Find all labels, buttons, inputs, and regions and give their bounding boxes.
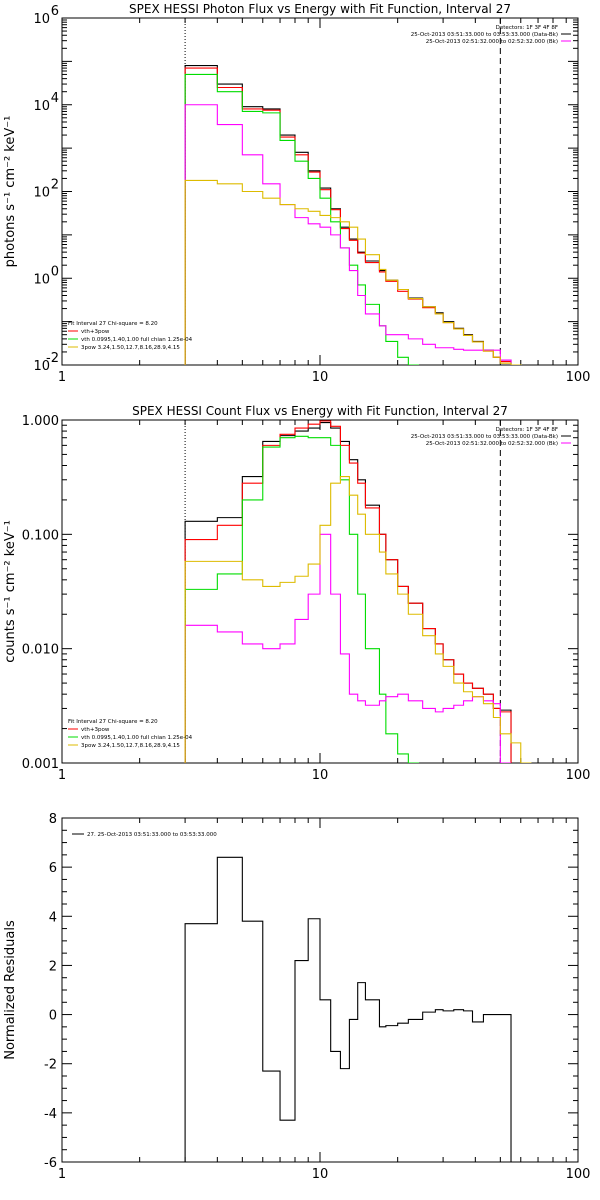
y-tick-label: 0.001 <box>22 757 59 772</box>
plot-title: SPEX HESSI Photon Flux vs Energy with Fi… <box>129 2 511 16</box>
legend-topright-text: 25-Oct-2013 02:51:32.000 to 02:52:32.000… <box>426 441 558 447</box>
legend-topright-text: Detectors: 1F 3F 4F 8F <box>496 427 558 433</box>
x-tick-label: 1 <box>58 370 66 385</box>
y-tick-label: 0.010 <box>22 643 59 658</box>
legend-topright-text: 25-Oct-2013 02:51:32.000 to 02:52:32.000… <box>426 39 558 45</box>
y-tick-label: 10 <box>33 186 50 201</box>
x-tick-label: 10 <box>312 370 329 385</box>
y-tick-exponent: 2 <box>51 178 59 193</box>
y-tick-label: 6 <box>49 861 57 876</box>
series-3-line <box>184 104 512 365</box>
series-2-line <box>184 73 420 365</box>
legend-topright-text: 25-Oct-2013 03:51:33.000 to 03:53:33.000… <box>411 32 558 38</box>
y-tick-label: 4 <box>49 910 57 925</box>
legend-text: 3pow 3.24,1.50,12.7,8.16,28.9,4.15 <box>81 743 180 749</box>
y-tick-label: 10 <box>33 272 50 287</box>
y-axis-label: Normalized Residuals <box>3 920 18 1060</box>
legend-text: vth 0.0995,1.40,1.00 full chian 1.25e-04 <box>81 337 193 343</box>
series-0-line <box>184 421 512 763</box>
x-tick-label: 100 <box>566 370 591 385</box>
y-tick-label: -6 <box>44 1156 57 1171</box>
series-4-line <box>184 476 532 763</box>
series-3-line <box>184 533 512 763</box>
legend-topright-text: Detectors: 1F 3F 4F 8F <box>496 25 558 31</box>
y-tick-label: 8 <box>49 812 57 827</box>
y-tick-label: 1.000 <box>22 414 59 429</box>
y-tick-label: 10 <box>33 99 50 114</box>
y-tick-label: -4 <box>44 1107 57 1122</box>
legend-text: 3pow 3.24,1.50,12.7,8.16,28.9,4.15 <box>81 345 180 351</box>
y-tick-exponent: -2 <box>46 351 59 366</box>
y-tick-label: 2 <box>49 959 57 974</box>
y-tick-exponent: 4 <box>51 91 59 106</box>
y-tick-label: 0.100 <box>22 528 59 543</box>
y-tick-label: -2 <box>44 1058 57 1073</box>
series-0-line <box>184 65 512 365</box>
y-tick-exponent: 0 <box>51 264 59 279</box>
plot-title: SPEX HESSI Count Flux vs Energy with Fit… <box>132 404 508 418</box>
x-tick-label: 1 <box>58 1167 66 1182</box>
x-tick-label: 100 <box>566 768 591 783</box>
legend-text: vth 0.0995,1.40,1.00 full chian 1.25e-04 <box>81 735 193 741</box>
y-axis-label: photons s⁻¹ cm⁻² keV⁻¹ <box>3 116 18 268</box>
series-4-line <box>184 179 522 365</box>
series-1-line <box>184 420 512 763</box>
legend-text: Fit Interval 27 Chi-square = 8.20 <box>68 719 158 725</box>
series-0-line <box>184 856 512 1162</box>
series-1-line <box>184 67 512 365</box>
legend-text: 27. 25-Oct-2013 03:51:33.000 to 03:53:33… <box>87 832 217 838</box>
x-tick-label: 100 <box>566 1167 591 1182</box>
y-axis-label: counts s⁻¹ cm⁻² keV⁻¹ <box>3 520 18 663</box>
legend-text: vth+3pow <box>81 727 110 733</box>
x-tick-label: 10 <box>312 1167 329 1182</box>
legend-text: vth+3pow <box>81 329 110 335</box>
legend-topright-text: 25-Oct-2013 03:51:33.000 to 03:53:33.000… <box>411 434 558 440</box>
series-2-line <box>184 435 420 763</box>
x-tick-label: 1 <box>58 768 66 783</box>
y-tick-label: 10 <box>33 359 50 374</box>
y-tick-label: 10 <box>33 12 50 27</box>
y-tick-label: 0 <box>49 1009 57 1024</box>
y-tick-exponent: 6 <box>51 4 59 19</box>
x-tick-label: 10 <box>312 768 329 783</box>
legend-text: Fit Interval 27 Chi-square = 8.20 <box>68 321 158 327</box>
